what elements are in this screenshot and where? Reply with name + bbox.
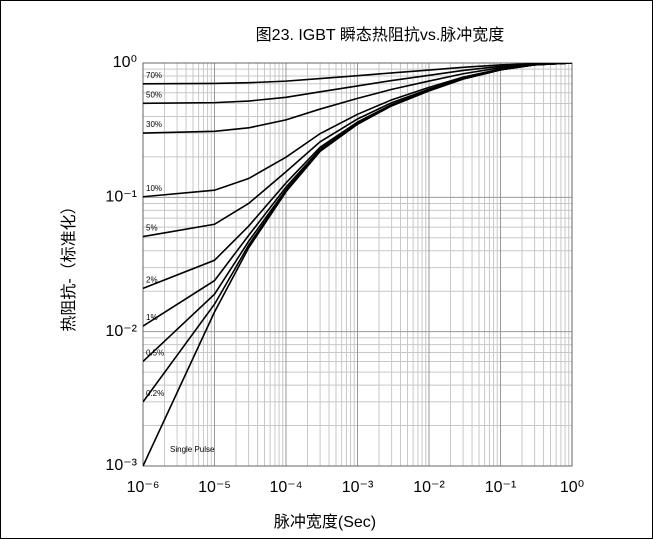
series-label: 30% (146, 120, 162, 129)
series-line (143, 63, 572, 105)
x-tick-label: 10⁻¹ (485, 479, 517, 496)
x-axis-label: 脉冲宽度(Sec) (274, 513, 376, 531)
series-label: 0.5% (146, 349, 164, 358)
x-tick-label: 10⁻⁶ (127, 479, 160, 496)
y-tick-label: 10⁻¹ (105, 189, 137, 206)
y-tick-label: 10⁻³ (105, 457, 137, 474)
series-line (143, 63, 572, 466)
x-tick-label: 10⁻² (413, 479, 445, 496)
plot-border (142, 62, 573, 467)
y-tick-label: 10⁻² (105, 323, 137, 340)
series-label: 50% (146, 90, 162, 99)
y-axis-label: 热阻抗-（标准化） (60, 198, 78, 331)
x-tick-label: 10⁻³ (342, 479, 374, 496)
series-line (143, 63, 572, 85)
series-label: 0.2% (146, 389, 164, 398)
series-label: 70% (146, 71, 162, 80)
series-label: 5% (146, 224, 158, 233)
series-label: Single Pulse (170, 445, 215, 454)
y-tick-label: 10⁰ (113, 54, 137, 71)
series-label: 2% (146, 275, 158, 284)
series-line (143, 63, 572, 134)
x-tick-label: 10⁰ (560, 479, 584, 496)
x-tick-label: 10⁻⁴ (269, 479, 302, 496)
series-label: 1% (146, 313, 158, 322)
chart-title: 图23. IGBT 瞬态热阻抗vs.脉冲宽度 (256, 26, 505, 44)
x-tick-label: 10⁻⁵ (198, 479, 231, 496)
series-label: 10% (146, 184, 162, 193)
